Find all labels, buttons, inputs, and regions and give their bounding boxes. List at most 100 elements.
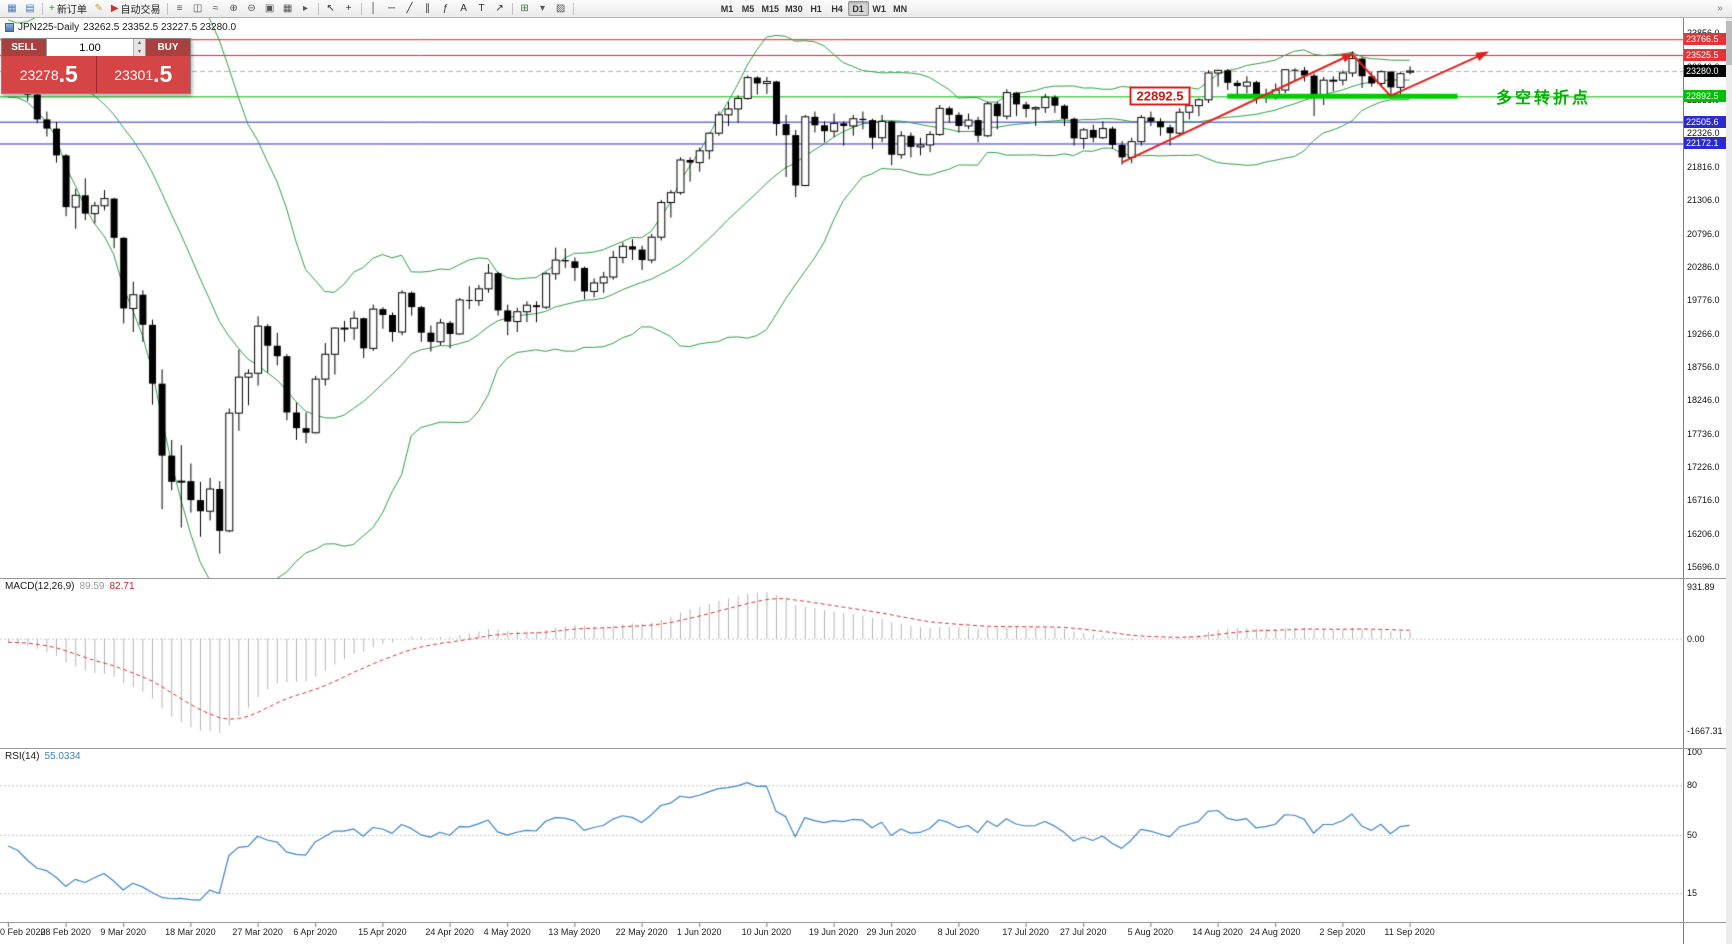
turning-point-label[interactable]: 多空转折点 bbox=[1496, 90, 1592, 108]
line-chart-icon[interactable]: ≈ bbox=[212, 2, 219, 14]
price-axis[interactable]: 23856.023346.022836.022326.021816.021306… bbox=[1683, 18, 1726, 944]
volume-input[interactable] bbox=[47, 39, 133, 56]
ohlc-values: 23262.5 23352.5 23227.5 23280.0 bbox=[83, 22, 237, 33]
timeframe-button-mn[interactable]: MN bbox=[893, 3, 908, 14]
chart-shift-icon[interactable]: ▸ bbox=[303, 2, 309, 14]
sell-price-box[interactable]: 23278.5 bbox=[2, 56, 97, 93]
toolbar-separator bbox=[360, 2, 362, 15]
sell-button[interactable]: SELL bbox=[2, 39, 46, 56]
vertical-scrollbar[interactable] bbox=[1726, 18, 1732, 944]
bar-chart-icon[interactable]: ≡ bbox=[176, 2, 183, 14]
time-axis-label: 24 Apr 2020 bbox=[425, 927, 474, 937]
price-line-label: 23280.0 bbox=[1684, 65, 1726, 78]
price-line-label: 22172.1 bbox=[1684, 137, 1726, 150]
price-axis-label: 21306.0 bbox=[1687, 195, 1720, 206]
trade-panel-top-row: SELL ▴ ▾ BUY bbox=[2, 39, 190, 56]
buy-button[interactable]: BUY bbox=[146, 39, 190, 56]
macd-main-value: 89.59 bbox=[79, 581, 105, 592]
time-axis-label: 19 Jun 2020 bbox=[808, 927, 859, 937]
time-axis-label: 6 Apr 2020 bbox=[293, 927, 337, 937]
timeframe-button-h4[interactable]: H4 bbox=[831, 3, 843, 14]
crosshair-icon[interactable]: + bbox=[345, 2, 352, 14]
time-axis[interactable]: 0 Feb 2020 28 Feb 2020 9 Mar 2020 18 Mar 20… bbox=[0, 923, 1683, 944]
price-annotation-box[interactable]: 22892.5 bbox=[1129, 86, 1191, 106]
chart-symbol-icon bbox=[5, 23, 14, 32]
timeframe-button-m1[interactable]: M1 bbox=[720, 3, 734, 14]
time-axis-label: 27 Jul 2020 bbox=[1059, 927, 1107, 937]
time-axis-label: 4 May 2020 bbox=[483, 927, 531, 937]
timeframe-button-m5[interactable]: M5 bbox=[741, 3, 755, 14]
rsi-panel-separator[interactable] bbox=[0, 748, 1732, 749]
cursor-icon[interactable]: ↖ bbox=[326, 2, 335, 14]
toolbar-overflow-icon[interactable]: » bbox=[1717, 3, 1723, 14]
horizontal-line-icon[interactable]: ─ bbox=[388, 2, 396, 14]
timeframe-button-w1[interactable]: W1 bbox=[872, 3, 886, 14]
timeframe-button-m15[interactable]: M15 bbox=[761, 3, 780, 14]
tile-windows-icon[interactable]: ▣ bbox=[264, 2, 275, 14]
sell-price-frac: .5 bbox=[58, 61, 78, 87]
timeframe-button-h1[interactable]: H1 bbox=[810, 3, 822, 14]
time-axis-label: 10 Jun 2020 bbox=[741, 927, 792, 937]
price-axis-label: 17736.0 bbox=[1687, 428, 1720, 439]
toolbar: ▦ ▤ + 新订单 ✎ ▶ 自动交易 ≡ ◫ ≈ ⊕ ⊖ ▣ ▦ ▸ ↖ + │ ─ ╱ ∥ ƒ A T ↗ ⊞ ▾ ▨ M1 M5 M15… bbox=[0, 0, 1732, 18]
zoom-in-icon[interactable]: ⊕ bbox=[229, 2, 238, 14]
rsi-value: 55.0334 bbox=[44, 751, 81, 762]
price-axis-label: 20286.0 bbox=[1687, 261, 1720, 272]
macd-axis-label: 0.00 bbox=[1687, 633, 1705, 644]
text-icon[interactable]: A bbox=[460, 2, 467, 14]
sell-price-main: 23278 bbox=[19, 66, 59, 83]
chart-profiles-icon[interactable]: ▤ bbox=[25, 2, 35, 14]
zoom-out-icon[interactable]: ⊖ bbox=[247, 2, 256, 14]
time-axis-label: 27 Mar 2020 bbox=[232, 927, 283, 937]
toolbar-separator bbox=[42, 2, 43, 15]
price-axis-label: 16206.0 bbox=[1687, 528, 1720, 539]
vertical-line-icon[interactable]: │ bbox=[370, 2, 377, 14]
toolbar-separator bbox=[317, 2, 319, 15]
buy-price-box[interactable]: 23301.5 bbox=[96, 56, 190, 93]
rsi-axis-label: 15 bbox=[1687, 888, 1698, 899]
text-label-icon[interactable]: T bbox=[478, 2, 485, 14]
rsi-name: RSI(14) bbox=[5, 751, 40, 762]
indicators-icon[interactable]: ⊞ bbox=[520, 2, 529, 14]
macd-panel-separator[interactable] bbox=[0, 578, 1732, 579]
equidistant-channel-icon[interactable]: ∥ bbox=[425, 2, 431, 14]
time-axis-label: 1 Jun 2020 bbox=[676, 927, 722, 937]
templates-icon[interactable]: ▨ bbox=[555, 2, 566, 14]
rsi-axis-label: 100 bbox=[1687, 747, 1703, 757]
autotrading-button[interactable]: ▶ 自动交易 bbox=[110, 2, 161, 16]
price-axis-label: 22326.0 bbox=[1687, 128, 1720, 139]
volume-increase-button[interactable]: ▴ bbox=[137, 40, 141, 46]
rsi-axis-label: 50 bbox=[1687, 830, 1698, 840]
time-axis-label: 9 Mar 2020 bbox=[100, 927, 146, 937]
time-axis-label: 17 Jul 2020 bbox=[1002, 927, 1049, 937]
time-axis-label: 28 Feb 2020 bbox=[40, 927, 91, 937]
macd-axis-label: -1667.31 bbox=[1687, 726, 1723, 737]
time-axis-label: 11 Sep 2020 bbox=[1384, 927, 1435, 937]
arrows-icon[interactable]: ↗ bbox=[495, 2, 504, 14]
price-axis-label: 16716.0 bbox=[1687, 495, 1720, 506]
scrollbar-thumb[interactable] bbox=[1726, 21, 1732, 65]
new-chart-icon[interactable]: ▦ bbox=[7, 2, 17, 14]
time-axis-label: 2 Sep 2020 bbox=[1319, 927, 1366, 937]
trendline-icon[interactable]: ╱ bbox=[406, 2, 413, 14]
new-order-button[interactable]: + 新订单 bbox=[49, 2, 87, 16]
periods-icon[interactable]: ▾ bbox=[540, 2, 546, 14]
time-axis-label: 24 Aug 2020 bbox=[1249, 927, 1301, 937]
volume-decrease-button[interactable]: ▾ bbox=[137, 48, 141, 55]
time-axis-label: 15 Apr 2020 bbox=[358, 927, 407, 937]
macd-indicator-label: MACD(12,26,9) 89.59 82.71 bbox=[5, 581, 135, 592]
time-axis-label: 18 Mar 2020 bbox=[165, 927, 216, 937]
time-axis-label: 29 Jun 2020 bbox=[866, 927, 916, 937]
fibonacci-icon[interactable]: ƒ bbox=[442, 2, 449, 14]
timeframe-button-d1[interactable]: D1 bbox=[847, 1, 869, 16]
candlestick-chart-icon[interactable]: ◫ bbox=[192, 2, 203, 14]
buy-price-main: 23301 bbox=[114, 66, 154, 83]
macd-signal-value: 82.71 bbox=[109, 581, 135, 592]
price-line-label: 22892.5 bbox=[1684, 90, 1726, 103]
auto-arrange-icon[interactable]: ▦ bbox=[282, 2, 293, 14]
price-axis-label: 18246.0 bbox=[1687, 395, 1720, 406]
timeframe-button-m30[interactable]: M30 bbox=[785, 3, 803, 14]
metaeditor-icon[interactable]: ✎ bbox=[94, 2, 104, 14]
